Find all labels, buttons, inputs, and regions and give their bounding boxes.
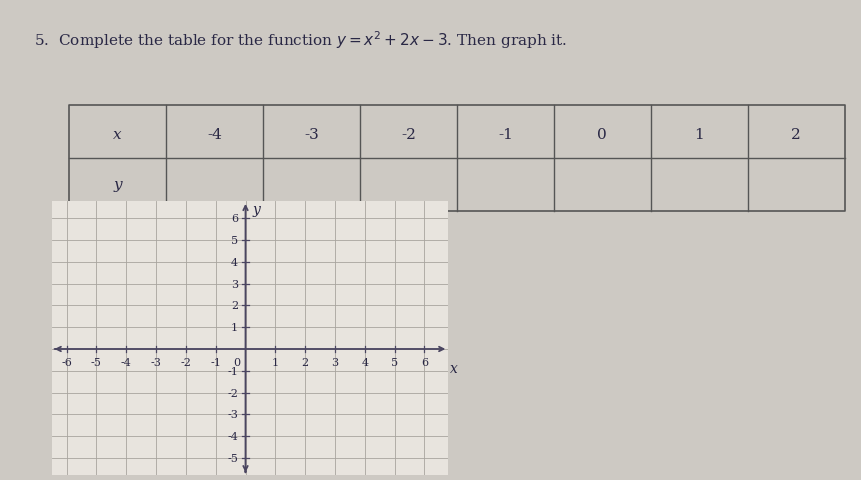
Text: 1: 1 (231, 323, 238, 333)
Text: 6: 6 (420, 357, 427, 367)
Text: 4: 4 (231, 257, 238, 267)
Text: -3: -3 (151, 357, 161, 367)
Text: -1: -1 (498, 128, 512, 142)
Text: -3: -3 (227, 409, 238, 420)
Text: 0: 0 (233, 357, 240, 367)
Text: y: y (252, 203, 261, 216)
Text: -6: -6 (61, 357, 72, 367)
Text: -1: -1 (227, 366, 238, 376)
Text: 1: 1 (694, 128, 703, 142)
Text: 2: 2 (790, 128, 800, 142)
Text: -4: -4 (227, 431, 238, 441)
Text: 4: 4 (361, 357, 368, 367)
Text: 6: 6 (231, 214, 238, 224)
Text: 0: 0 (597, 128, 606, 142)
Text: x: x (449, 361, 457, 375)
Text: 3: 3 (231, 279, 238, 289)
Text: -2: -2 (180, 357, 191, 367)
Text: -1: -1 (210, 357, 221, 367)
Text: y: y (113, 178, 121, 192)
Text: -5: -5 (227, 453, 238, 463)
Text: -4: -4 (121, 357, 132, 367)
Text: -2: -2 (400, 128, 415, 142)
Text: 2: 2 (231, 301, 238, 311)
Text: 3: 3 (331, 357, 338, 367)
Text: -2: -2 (227, 388, 238, 397)
Text: -5: -5 (91, 357, 102, 367)
Text: 1: 1 (271, 357, 279, 367)
Text: 2: 2 (301, 357, 308, 367)
Text: 5.  Complete the table for the function $y = x^2 + 2x - 3$. Then graph it.: 5. Complete the table for the function $… (34, 30, 567, 51)
Text: -3: -3 (304, 128, 319, 142)
Text: 5: 5 (391, 357, 398, 367)
Text: -4: -4 (207, 128, 221, 142)
Text: 5: 5 (231, 236, 238, 246)
Text: x: x (113, 128, 121, 142)
